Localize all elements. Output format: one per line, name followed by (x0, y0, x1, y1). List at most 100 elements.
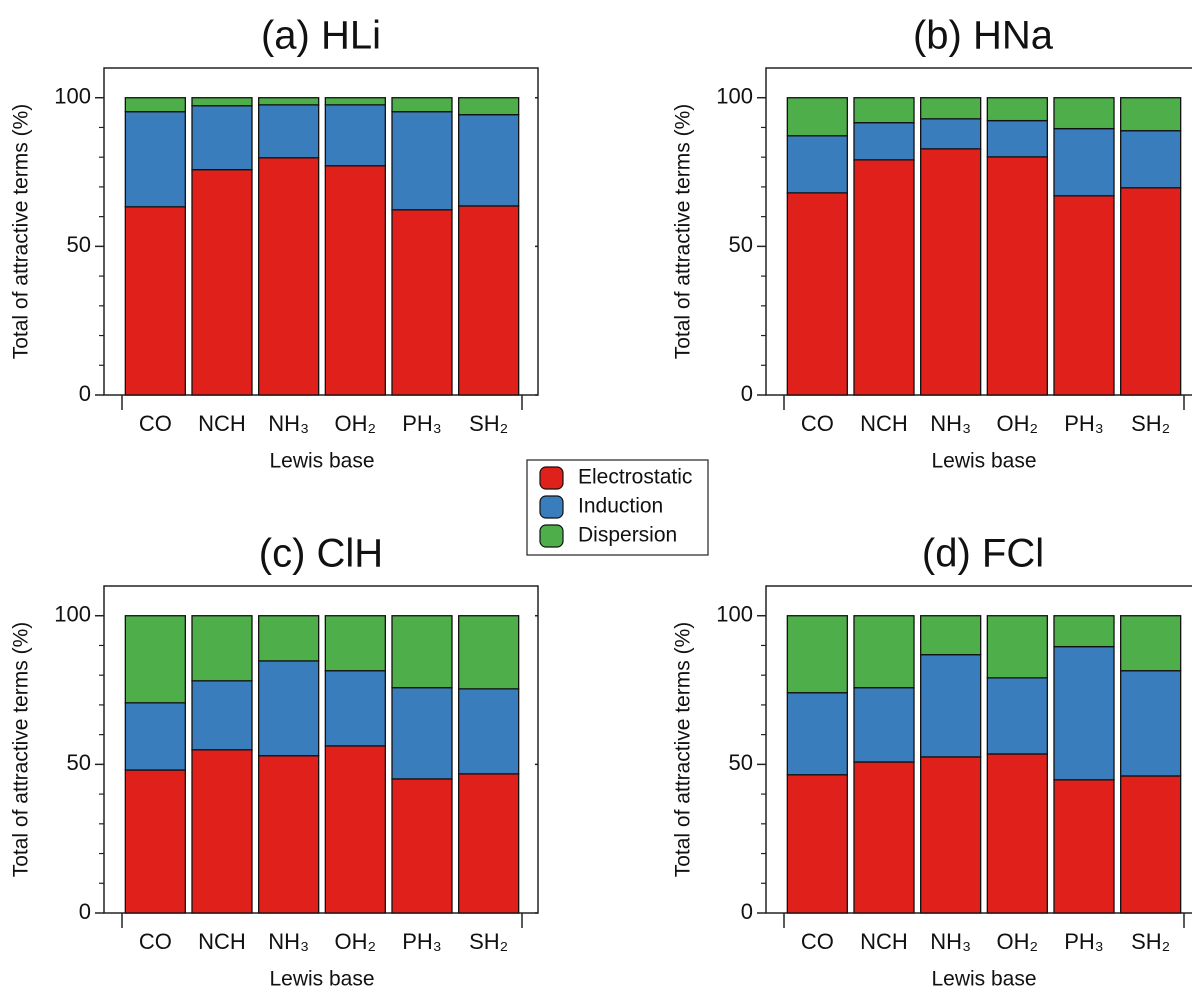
bar-segment (920, 97, 982, 120)
y-tick-label: 100 (54, 602, 91, 627)
x-tick-label: OH₂ (335, 929, 377, 954)
y-axis-label: Total of attractive terms (%) (672, 622, 695, 878)
bar-segment (191, 615, 253, 682)
bar-segment (124, 702, 186, 771)
bar-segment (1053, 615, 1115, 648)
bar-segment (391, 209, 453, 396)
x-tick-label: NH₃ (268, 929, 309, 954)
plot-frame (103, 585, 539, 914)
bar-segment (124, 615, 186, 704)
bar-segment (258, 660, 320, 757)
bar-segment (920, 615, 982, 656)
bar-segment (124, 206, 186, 396)
bar-segment (786, 97, 848, 137)
bar-segment (458, 615, 520, 690)
bar-segment (1120, 615, 1182, 672)
bar-segment (324, 165, 386, 396)
bar-segment (324, 97, 386, 106)
bar-segment (853, 761, 915, 914)
bar-segment (191, 680, 253, 751)
bar-segment (786, 692, 848, 776)
bar-segment (124, 769, 186, 914)
bar-segment (458, 114, 520, 207)
plot-frame (103, 67, 539, 396)
bar-segment (786, 135, 848, 194)
bar-segment (1120, 670, 1182, 777)
y-tick-label: 0 (741, 899, 753, 924)
y-tick-label: 50 (729, 232, 753, 257)
x-tick-label: CO (139, 929, 172, 954)
bar-segment (391, 615, 453, 689)
bar-segment (258, 157, 320, 396)
y-axis-label: Total of attractive terms (%) (10, 104, 33, 360)
bar-segment (258, 104, 320, 159)
x-tick-label: SH₂ (469, 929, 508, 954)
bar-segment (986, 753, 1048, 914)
bar-segment (920, 654, 982, 758)
y-tick-label: 0 (79, 899, 91, 924)
bar-segment (191, 749, 253, 914)
bar-segment (391, 778, 453, 914)
plot-frame (765, 67, 1192, 396)
x-tick-label: NCH (198, 929, 246, 954)
x-tick-label: PH₃ (1064, 411, 1104, 436)
legend-swatch (539, 524, 564, 548)
bar-segment (1053, 97, 1115, 130)
bar-segment (1120, 775, 1182, 914)
bar-segment (986, 156, 1048, 396)
y-axis-label: Total of attractive terms (%) (10, 622, 33, 878)
x-axis-label: Lewis base (269, 450, 374, 473)
legend-swatch (539, 495, 564, 519)
bar-segment (986, 119, 1048, 158)
bar-segment (853, 97, 915, 124)
chart-title: (c) ClH (259, 532, 383, 576)
chart-title: (d) FCl (922, 532, 1044, 576)
bar-segment (1120, 97, 1182, 132)
x-axis-label: Lewis base (269, 968, 374, 988)
bar-segment (391, 97, 453, 113)
x-axis-label: Lewis base (931, 450, 1036, 473)
x-tick-label: NH₃ (930, 929, 971, 954)
bar-segment (1053, 779, 1115, 914)
bar-segment (458, 688, 520, 775)
bar-segment (986, 677, 1048, 755)
bar-segment (1120, 130, 1182, 189)
x-tick-label: NCH (860, 411, 908, 436)
bar-segment (191, 105, 253, 171)
bar-segment (853, 687, 915, 763)
x-tick-label: CO (801, 411, 834, 436)
x-tick-label: OH₂ (335, 411, 377, 436)
y-tick-label: 100 (716, 602, 753, 627)
bar-segment (1053, 195, 1115, 396)
bar-segment (920, 118, 982, 150)
x-tick-label: NH₃ (268, 411, 309, 436)
bar-segment (920, 148, 982, 396)
y-tick-label: 50 (729, 750, 753, 775)
y-tick-label: 0 (79, 381, 91, 406)
x-tick-label: NCH (198, 411, 246, 436)
x-tick-label: PH₃ (1064, 929, 1104, 954)
bar-segment (853, 159, 915, 396)
bar-segment (324, 104, 386, 167)
chart-title: (b) HNa (913, 14, 1054, 58)
bar-segment (853, 122, 915, 161)
bar-segment (258, 755, 320, 914)
bar-segment (258, 97, 320, 106)
x-tick-label: NCH (860, 929, 908, 954)
x-tick-label: OH₂ (997, 929, 1039, 954)
bar-segment (391, 111, 453, 211)
x-tick-label: CO (801, 929, 834, 954)
y-tick-label: 50 (67, 232, 91, 257)
x-tick-label: SH₂ (1131, 411, 1170, 436)
plot-frame (765, 585, 1192, 914)
bar-segment (786, 615, 848, 694)
bar-segment (458, 97, 520, 116)
x-tick-label: PH₃ (402, 929, 442, 954)
bar-segment (986, 97, 1048, 122)
bar-segment (458, 205, 520, 396)
y-tick-label: 100 (716, 84, 753, 109)
bar-segment (853, 615, 915, 689)
chart-title: (a) HLi (261, 14, 381, 58)
bar-segment (986, 615, 1048, 679)
